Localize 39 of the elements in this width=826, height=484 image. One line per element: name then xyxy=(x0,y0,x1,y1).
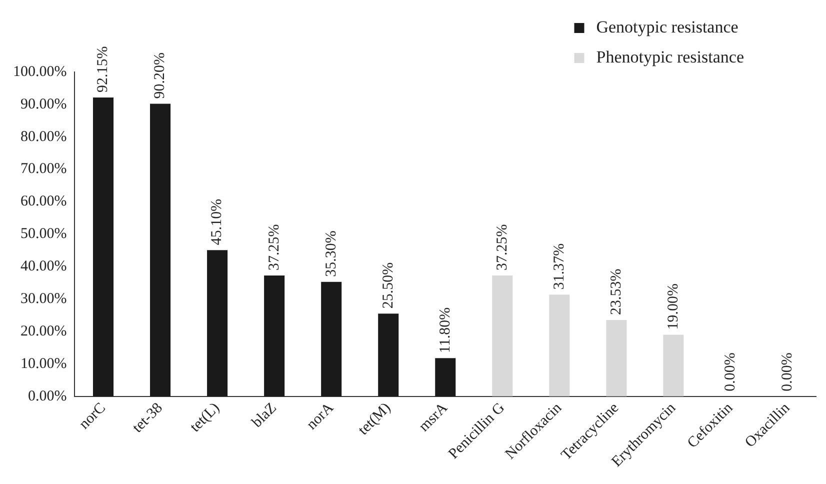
data-label: 37.25% xyxy=(494,224,510,271)
bar xyxy=(92,97,114,396)
y-tick-label: 50.00% xyxy=(20,226,67,242)
y-tick-label: 60.00% xyxy=(20,194,67,210)
y-tick-label: 0.00% xyxy=(28,388,67,404)
legend-label: Phenotypic resistance xyxy=(596,47,744,66)
data-label: 0.00% xyxy=(779,352,796,392)
data-label: 0.00% xyxy=(722,352,738,392)
bar xyxy=(321,282,342,396)
y-tick-label: 70.00% xyxy=(20,161,67,178)
y-tick-label: 20.00% xyxy=(20,323,67,340)
x-tick-label: blaZ xyxy=(249,400,280,431)
x-tick-label: norA xyxy=(304,400,338,434)
y-tick-label: 80.00% xyxy=(20,128,67,145)
data-label: 25.50% xyxy=(380,262,396,309)
bar xyxy=(150,104,171,396)
data-label: 90.20% xyxy=(152,52,168,99)
data-label: 19.00% xyxy=(665,283,682,330)
y-tick-label: 90.00% xyxy=(20,96,67,112)
bar xyxy=(378,314,399,396)
y-tick-label: 40.00% xyxy=(20,258,67,275)
bar xyxy=(207,250,228,396)
data-label: 92.15% xyxy=(95,46,112,92)
data-label: 45.10% xyxy=(209,198,226,246)
bar xyxy=(663,334,684,396)
data-label: 37.25% xyxy=(266,224,282,271)
y-tick-label: 100.00% xyxy=(12,64,67,80)
data-label: 11.80% xyxy=(437,307,454,354)
bar xyxy=(549,294,570,396)
bar xyxy=(435,358,456,396)
legend-label: Genotypic resistance xyxy=(596,17,738,36)
bar xyxy=(492,276,513,396)
y-tick-label: 10.00% xyxy=(20,356,67,372)
y-tick-label: 30.00% xyxy=(20,290,67,307)
bar xyxy=(264,276,285,396)
data-label: 23.53% xyxy=(608,268,624,316)
data-label: 31.37% xyxy=(551,243,568,290)
bar xyxy=(606,320,627,396)
data-label: 35.30% xyxy=(323,230,340,277)
